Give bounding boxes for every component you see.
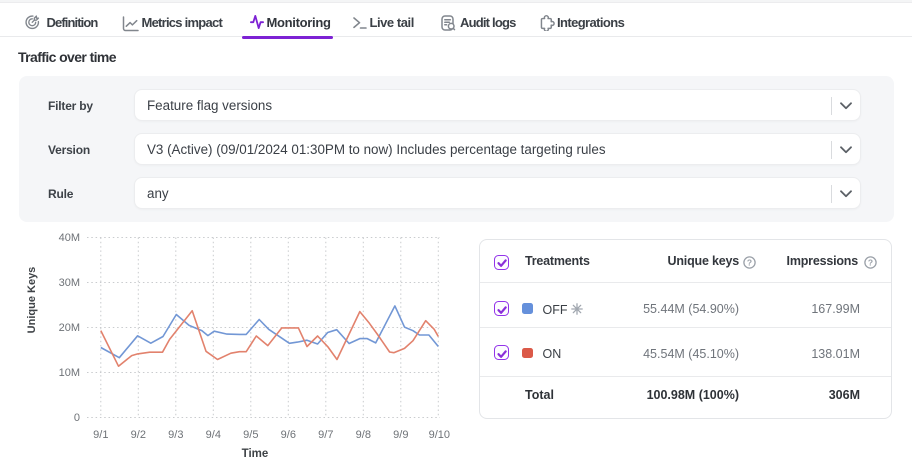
- svg-text:?: ?: [747, 257, 752, 267]
- svg-text:?: ?: [868, 257, 873, 267]
